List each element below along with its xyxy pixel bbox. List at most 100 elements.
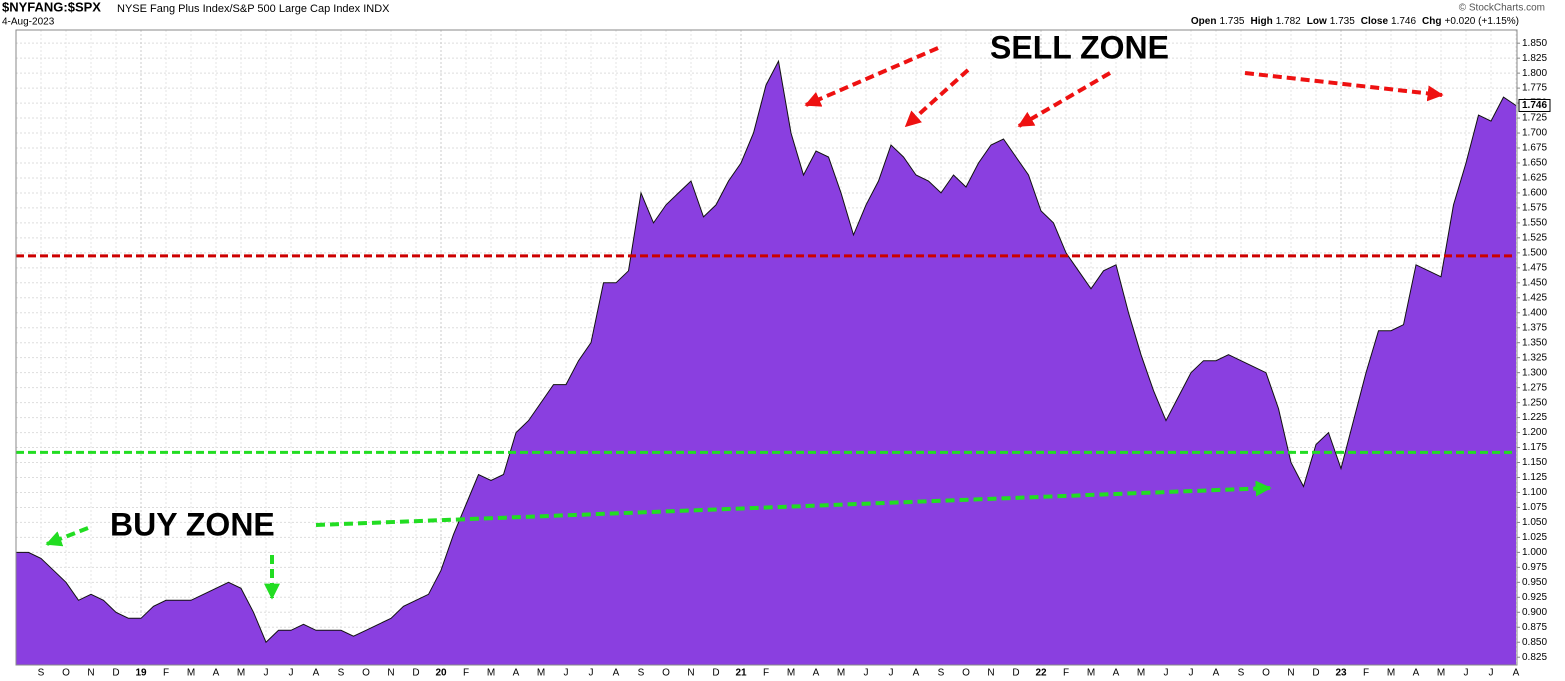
y-tick-label: 1.000 <box>1522 547 1547 558</box>
description: NYSE Fang Plus Index/S&P 500 Large Cap I… <box>117 3 390 15</box>
x-tick-label: O <box>362 668 370 679</box>
y-tick-label: 1.250 <box>1522 397 1547 408</box>
quote-label: Close <box>1361 16 1389 27</box>
y-tick-label: 1.050 <box>1522 517 1547 528</box>
y-tick-label: 0.925 <box>1522 592 1547 603</box>
y-tick-label: 1.800 <box>1522 68 1547 79</box>
x-tick-label: N <box>1287 668 1294 679</box>
quote-label: High <box>1251 16 1273 27</box>
green-arrows <box>45 480 1272 600</box>
quote-value: 1.782 <box>1276 16 1301 27</box>
x-tick-label: M <box>837 668 845 679</box>
x-tick-label: N <box>987 668 994 679</box>
x-tick-label: D <box>1012 668 1019 679</box>
x-tick-label: O <box>1262 668 1270 679</box>
y-tick-label: 1.775 <box>1522 83 1547 94</box>
annotations: SELL ZONE BUY ZONE <box>16 29 1516 542</box>
x-tick-label: M <box>187 668 195 679</box>
x-tick-label: M <box>1437 668 1445 679</box>
y-tick-label: 1.450 <box>1522 277 1547 288</box>
y-tick-label: 1.100 <box>1522 487 1547 498</box>
x-tick-label: D <box>412 668 419 679</box>
quote-value: 1.735 <box>1219 16 1244 27</box>
arrow <box>315 480 1272 527</box>
credit: © StockCharts.com <box>1459 3 1545 14</box>
y-tick-label: 1.600 <box>1522 188 1547 199</box>
x-tick-label: D <box>712 668 719 679</box>
x-tick-label: O <box>62 668 70 679</box>
y-tick-label: 0.875 <box>1522 622 1547 633</box>
x-tick-label: A <box>813 668 820 679</box>
y-tick-label: 1.325 <box>1522 352 1547 363</box>
x-tick-label: 21 <box>735 668 747 679</box>
x-tick-label: J <box>889 668 894 679</box>
y-tick-label: 1.075 <box>1522 502 1547 513</box>
y-tick-label: 1.475 <box>1522 262 1547 273</box>
x-tick-label: N <box>387 668 394 679</box>
y-tick-label: 1.700 <box>1522 128 1547 139</box>
y-tick-label: 1.575 <box>1522 203 1547 214</box>
y-tick-label: 0.900 <box>1522 607 1547 618</box>
y-tick-label: 1.300 <box>1522 367 1547 378</box>
arrow <box>1017 71 1112 128</box>
x-tick-label: J <box>589 668 594 679</box>
y-tick-label: 1.500 <box>1522 247 1547 258</box>
x-tick-label: J <box>289 668 294 679</box>
x-tick-label: M <box>787 668 795 679</box>
y-tick-label: 1.675 <box>1522 143 1547 154</box>
y-tick-label: 0.825 <box>1522 652 1547 663</box>
x-tick-label: J <box>564 668 569 679</box>
x-tick-label: F <box>1363 668 1369 679</box>
y-tick-label: 1.350 <box>1522 337 1547 348</box>
x-tick-label: 23 <box>1335 668 1347 679</box>
y-tick-label: 1.275 <box>1522 382 1547 393</box>
x-tick-label: A <box>613 668 620 679</box>
x-tick-label: M <box>1137 668 1145 679</box>
x-tick-label: J <box>864 668 869 679</box>
plot <box>16 59 1517 665</box>
x-tick-label: M <box>487 668 495 679</box>
x-tick-label: F <box>763 668 769 679</box>
x-tick-label: A <box>1113 668 1120 679</box>
x-tick-label: S <box>638 668 645 679</box>
x-tick-label: J <box>1489 668 1494 679</box>
y-tick-label: 1.425 <box>1522 292 1547 303</box>
y-tick-label: 0.850 <box>1522 637 1547 648</box>
last-value-box <box>1518 98 1551 112</box>
x-tick-label: F <box>463 668 469 679</box>
zone-label: SELL ZONE <box>990 29 1169 65</box>
y-tick-label: 1.025 <box>1522 532 1547 543</box>
plot-frame <box>15 29 1518 666</box>
x-tick-label: M <box>1087 668 1095 679</box>
y-tick-label: 1.125 <box>1522 472 1547 483</box>
quote-value: 1.746 <box>1391 16 1416 27</box>
date: 4-Aug-2023 <box>2 17 55 28</box>
area <box>16 61 1516 665</box>
y-tick-label: 1.725 <box>1522 113 1547 124</box>
x-tick-label: A <box>313 668 320 679</box>
x-tick-label: 19 <box>135 668 147 679</box>
y-tick-label: 1.625 <box>1522 173 1547 184</box>
quote: Open 1.735 High 1.782 Low 1.735 Close 1.746 Chg +… <box>1191 16 1519 27</box>
x-tick-label: J <box>1464 668 1469 679</box>
x-tick-label: A <box>913 668 920 679</box>
quote-label: Low <box>1307 16 1327 27</box>
y-tick-label: 1.850 <box>1522 38 1547 49</box>
quote-value: 1.735 <box>1330 16 1355 27</box>
x-tick-label: D <box>1312 668 1319 679</box>
y-tick-label: 1.375 <box>1522 322 1547 333</box>
x-tick-label: J <box>1189 668 1194 679</box>
y-tick-label: 1.400 <box>1522 307 1547 318</box>
x-tick-label: J <box>264 668 269 679</box>
y-tick-label: 1.150 <box>1522 457 1547 468</box>
line <box>16 59 1517 644</box>
x-tick-label: O <box>962 668 970 679</box>
x-tick-label: A <box>1513 668 1520 679</box>
x-tick-label: 22 <box>1035 668 1047 679</box>
x-tick-label: S <box>938 668 945 679</box>
x-tick-label: D <box>112 668 119 679</box>
y-tick-label: 1.550 <box>1522 218 1547 229</box>
y-tick-label: 1.200 <box>1522 427 1547 438</box>
x-tick-label: A <box>1413 668 1420 679</box>
